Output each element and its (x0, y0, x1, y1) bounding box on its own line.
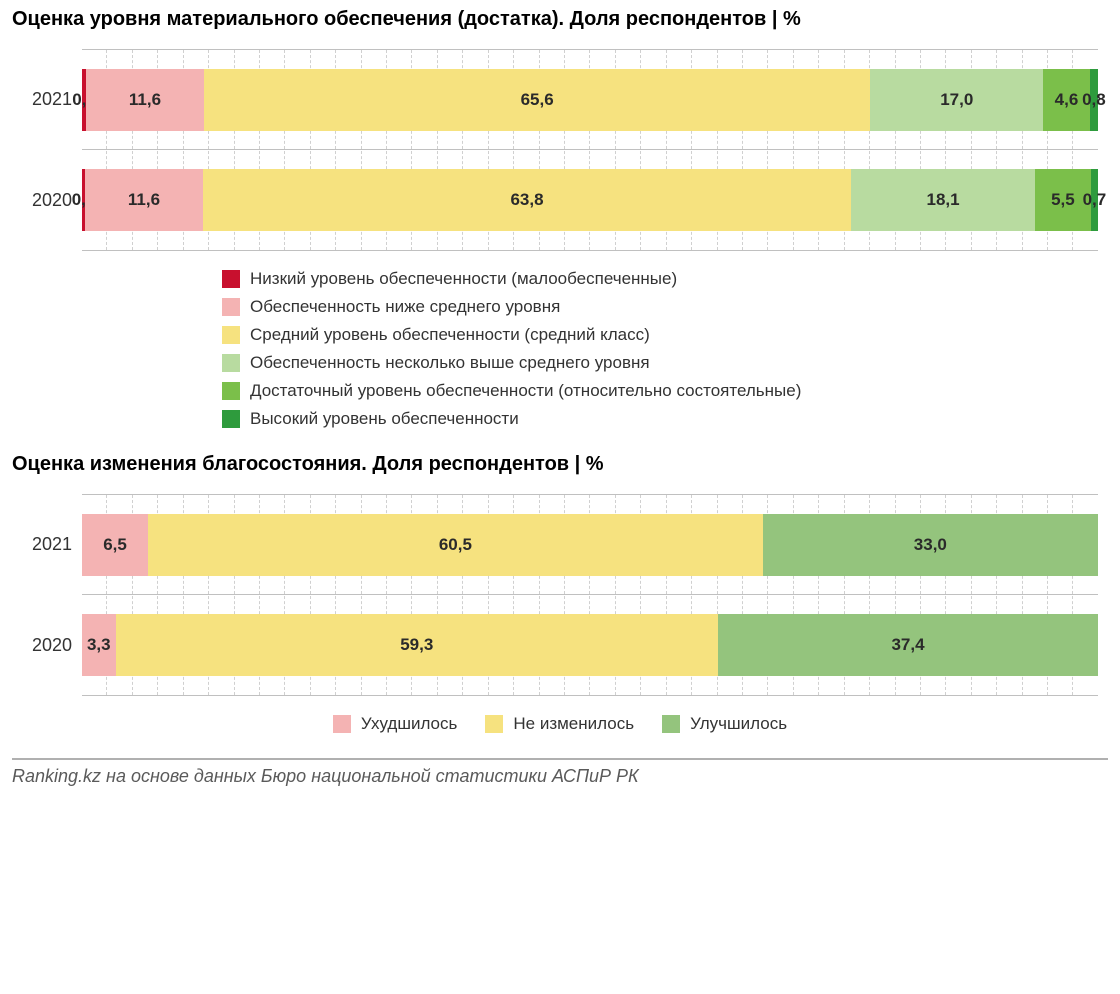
bar-segment-high: 0,7 (1091, 169, 1098, 231)
row-label: 2021 (12, 534, 72, 555)
row-label: 2021 (12, 89, 72, 110)
legend-item-below: Обеспеченность ниже среднего уровня (222, 297, 1108, 317)
chart2-legend: Ухудшилось Не изменилось Улучшилось (12, 714, 1108, 734)
stacked-bar: 6,560,533,0 (82, 514, 1098, 576)
legend-swatch (222, 298, 240, 316)
bar-segment-same: 60,5 (148, 514, 763, 576)
chart2-row-2021: 2021 6,560,533,0 (82, 495, 1098, 595)
row-label: 2020 (12, 635, 72, 656)
legend-item-above: Обеспеченность несколько выше среднего у… (222, 353, 1108, 373)
legend-item-low: Низкий уровень обеспеченности (малообесп… (222, 269, 1108, 289)
legend-item-mid: Средний уровень обеспеченности (средний … (222, 325, 1108, 345)
legend-label: Обеспеченность несколько выше среднего у… (250, 353, 650, 373)
bar-segment-mid: 65,6 (204, 69, 870, 131)
chart1-legend: Низкий уровень обеспеченности (малообесп… (222, 269, 1108, 429)
bar-segment-below: 11,6 (85, 169, 203, 231)
legend-swatch (222, 326, 240, 344)
legend-label: Не изменилось (513, 714, 634, 734)
legend-swatch (222, 354, 240, 372)
legend-item-worse: Ухудшилось (333, 714, 457, 734)
legend-swatch (333, 715, 351, 733)
legend-label: Улучшилось (690, 714, 787, 734)
legend-swatch (222, 382, 240, 400)
chart2-title: Оценка изменения благосостояния. Доля ре… (12, 453, 1108, 476)
legend-item-same: Не изменилось (485, 714, 634, 734)
chart1-plot: 2021 0,411,665,617,04,60,8 2020 0,311,66… (82, 49, 1098, 251)
legend-swatch (222, 270, 240, 288)
legend-label: Обеспеченность ниже среднего уровня (250, 297, 560, 317)
legend-swatch (222, 410, 240, 428)
bar-segment-mid: 63,8 (203, 169, 851, 231)
stacked-bar: 0,411,665,617,04,60,8 (82, 69, 1098, 131)
bar-segment-worse: 6,5 (82, 514, 148, 576)
chart2-row-2020: 2020 3,359,337,4 (82, 595, 1098, 695)
bar-segment-below: 11,6 (86, 69, 204, 131)
chart-wellbeing-change: Оценка изменения благосостояния. Доля ре… (12, 453, 1108, 734)
chart2-plot: 2021 6,560,533,0 2020 3,359,337,4 (82, 494, 1098, 696)
bar-segment-above: 18,1 (851, 169, 1035, 231)
legend-label: Низкий уровень обеспеченности (малообесп… (250, 269, 677, 289)
chart-material-level: Оценка уровня материального обеспечения … (12, 8, 1108, 429)
bar-segment-better: 37,4 (718, 614, 1098, 676)
bar-segment-above: 17,0 (870, 69, 1043, 131)
source-attribution: Ranking.kz на основе данных Бюро национа… (12, 766, 1108, 787)
footer-divider (12, 758, 1108, 760)
legend-label: Достаточный уровень обеспеченности (отно… (250, 381, 801, 401)
legend-label: Средний уровень обеспеченности (средний … (250, 325, 650, 345)
legend-swatch (485, 715, 503, 733)
stacked-bar: 0,311,663,818,15,50,7 (82, 169, 1098, 231)
legend-swatch (662, 715, 680, 733)
bar-segment-high: 0,8 (1090, 69, 1098, 131)
legend-item-enough: Достаточный уровень обеспеченности (отно… (222, 381, 1108, 401)
legend-item-high: Высокий уровень обеспеченности (222, 409, 1108, 429)
bar-segment-better: 33,0 (763, 514, 1098, 576)
legend-label: Ухудшилось (361, 714, 457, 734)
chart1-row-2021: 2021 0,411,665,617,04,60,8 (82, 50, 1098, 150)
chart1-row-2020: 2020 0,311,663,818,15,50,7 (82, 150, 1098, 250)
bar-segment-same: 59,3 (116, 614, 718, 676)
chart1-title: Оценка уровня материального обеспечения … (12, 8, 1108, 31)
stacked-bar: 3,359,337,4 (82, 614, 1098, 676)
legend-label: Высокий уровень обеспеченности (250, 409, 519, 429)
bar-segment-worse: 3,3 (82, 614, 116, 676)
legend-item-better: Улучшилось (662, 714, 787, 734)
row-label: 2020 (12, 190, 72, 211)
